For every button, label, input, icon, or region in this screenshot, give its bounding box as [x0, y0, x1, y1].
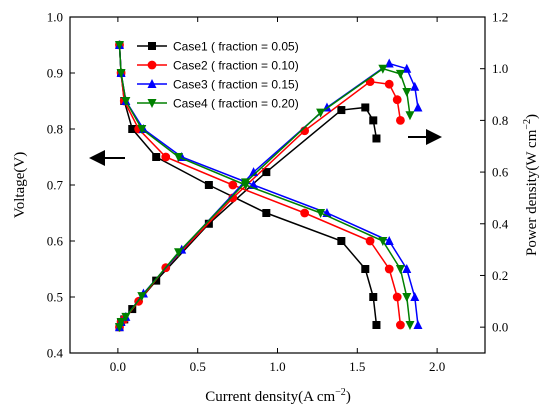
voltage-point [128, 125, 137, 133]
y-axis-title: Voltage(V) [12, 152, 28, 218]
voltage-point [384, 236, 394, 245]
power-point [396, 115, 405, 125]
voltage-point [372, 321, 381, 329]
voltage-point [174, 153, 184, 162]
voltage-point [410, 292, 420, 301]
voltage-point [152, 153, 161, 161]
power-point [121, 312, 131, 322]
voltage-point [300, 208, 310, 218]
x-tick-label: 0.5 [190, 359, 206, 374]
y2-tick-label: 0.6 [492, 165, 509, 180]
y-tick-label: 1.0 [47, 10, 63, 25]
y2-axis-title: Power density(W cm−2) [522, 114, 540, 256]
power-point [116, 317, 126, 327]
voltage-point [378, 237, 388, 246]
y2-tick-label: 0.2 [492, 268, 508, 283]
power-point [384, 79, 394, 89]
y2-tick-label: 0.4 [492, 216, 509, 231]
power-point [405, 111, 415, 121]
voltage-point [365, 236, 375, 246]
power-line [118, 80, 402, 328]
voltage-point [228, 180, 238, 190]
voltage-point [405, 321, 415, 330]
power-point [228, 193, 238, 203]
power-point [392, 95, 402, 105]
voltage-point [262, 209, 271, 217]
power-point [361, 103, 370, 112]
power-point [137, 292, 147, 302]
power-point [316, 108, 326, 118]
power-point [372, 134, 381, 143]
x-axis-title: Current density(A cm−2) [205, 387, 351, 405]
y-tick-label: 0.7 [47, 178, 64, 193]
voltage-point [396, 320, 405, 330]
legend-marker [147, 99, 157, 108]
voltage-point [316, 209, 326, 218]
voltage-point [137, 125, 147, 134]
power-point [369, 116, 378, 125]
y2-tick-label: 0.0 [492, 320, 508, 335]
voltage-point [361, 265, 370, 273]
x-tick-label: 2.0 [429, 359, 445, 374]
power-point [410, 81, 420, 91]
voltage-point [114, 41, 124, 50]
y2-tick-label: 1.0 [492, 61, 508, 76]
voltage-point [402, 293, 412, 302]
legend-item: Case2 ( fraction = 0.10) [137, 59, 299, 73]
power-point [413, 102, 423, 112]
power-point [174, 248, 184, 258]
series-4 [114, 41, 415, 333]
y2-tick-label: 1.2 [492, 10, 508, 25]
x-tick-label: 0.0 [110, 359, 126, 374]
voltage-point [161, 152, 171, 162]
legend-label: Case3 ( fraction = 0.15) [173, 78, 299, 92]
legend-label: Case2 ( fraction = 0.10) [173, 59, 299, 73]
voltage-point [121, 97, 131, 106]
x-tick-label: 1.5 [349, 359, 365, 374]
voltage-point [204, 181, 213, 189]
legend-item: Case4 ( fraction = 0.20) [137, 97, 299, 111]
voltage-point [116, 69, 126, 78]
legend: Case1 ( fraction = 0.05) Case2 ( fraction… [137, 40, 299, 111]
y-tick-label: 0.4 [47, 346, 64, 361]
legend-item: Case1 ( fraction = 0.05) [137, 40, 299, 54]
power-point [241, 178, 251, 188]
y-tick-label: 0.6 [47, 234, 64, 249]
voltage-point [392, 292, 402, 302]
power-point [402, 87, 412, 97]
y-tick-label: 0.8 [47, 122, 63, 137]
x-tick-label: 1.0 [269, 359, 285, 374]
legend-marker [147, 79, 157, 88]
legend-marker [148, 42, 156, 50]
power-point [337, 106, 346, 115]
legend-item: Case3 ( fraction = 0.15) [137, 78, 299, 92]
y-tick-label: 0.9 [47, 66, 63, 81]
legend-label: Case1 ( fraction = 0.05) [173, 40, 299, 54]
voltage-point [337, 237, 346, 245]
voltage-point [402, 264, 412, 273]
legend-marker [147, 60, 157, 70]
y2-tick-label: 0.8 [492, 113, 508, 128]
voltage-point [395, 265, 405, 274]
power-point [395, 69, 405, 79]
legend-label: Case4 ( fraction = 0.20) [173, 97, 299, 111]
voltage-point [369, 293, 378, 301]
y-tick-label: 0.5 [47, 290, 63, 305]
power-point [262, 168, 271, 177]
power-point [378, 64, 388, 74]
voltage-point [413, 320, 423, 329]
voltage-point [384, 264, 394, 274]
